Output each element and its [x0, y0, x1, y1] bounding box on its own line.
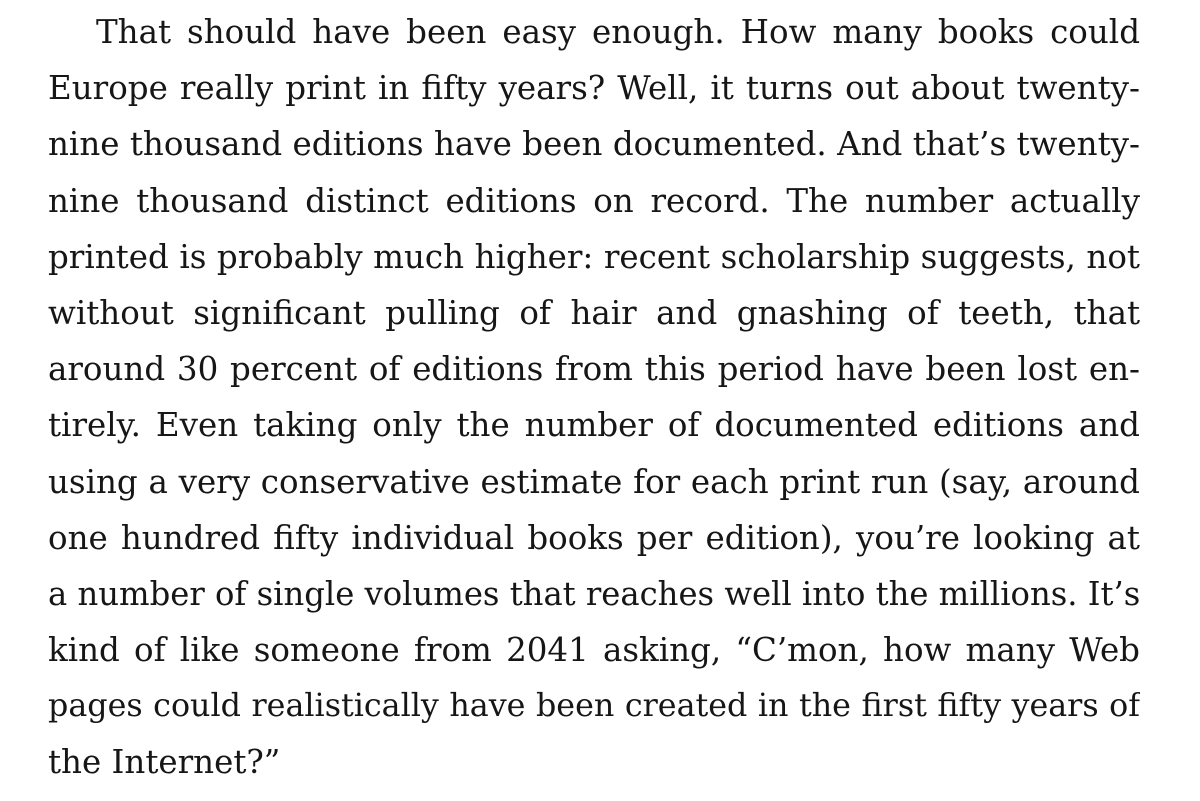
paragraph-line: kind of like someone from 2041 asking, “… [48, 631, 1140, 670]
paragraph-line: pages could realistically have been crea… [48, 688, 1140, 725]
paragraph-line: nine thousand editions have been documen… [48, 125, 1140, 164]
paragraph-line: a number of single volumes that reaches … [48, 574, 1140, 613]
paragraph-line: tirely. Even taking only the number of d… [48, 406, 1140, 445]
paragraph-line: That should have been easy enough. How m… [96, 13, 1140, 51]
body-paragraph: That should have been easy enough. How m… [48, 4, 1140, 791]
paragraph-line: around 30 percent of editions from this … [48, 350, 1140, 389]
paragraph-line: printed is probably much higher: recent … [48, 237, 1140, 276]
paragraph-line: using a very conservative estimate for e… [48, 462, 1140, 501]
paragraph-line: one hundred fifty individual books per e… [48, 518, 1140, 557]
paragraph-line: without significant pulling of hair and … [48, 293, 1140, 332]
paragraph-line: Europe really print in fifty years? Well… [48, 69, 1140, 108]
paragraph-line: the Internet?” [48, 743, 281, 782]
paragraph-line: nine thousand distinct editions on recor… [48, 181, 1140, 220]
